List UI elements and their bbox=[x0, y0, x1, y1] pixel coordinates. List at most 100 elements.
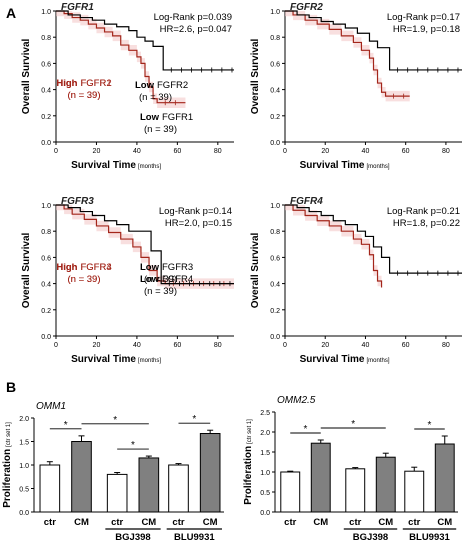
low-n: (n = 39) bbox=[144, 124, 177, 135]
y-tick-label: 0.2 bbox=[41, 114, 51, 121]
low-group-label: Low FGFR3 bbox=[140, 262, 193, 273]
y-axis-title: Overall Survival bbox=[21, 232, 32, 308]
low-gene: FGFR3 bbox=[162, 262, 193, 273]
low-n: (n = 39) bbox=[144, 286, 177, 297]
y-axis-title-main: Proliferation bbox=[2, 449, 13, 508]
low-word: Low bbox=[135, 80, 155, 91]
y-tick-label: 1.0 bbox=[260, 470, 270, 477]
high-group-label: High FGFR4 bbox=[56, 262, 111, 273]
bar bbox=[434, 443, 455, 513]
y-tick-label: 0.2 bbox=[41, 308, 51, 315]
x-axis-title-unit: [months] bbox=[366, 164, 389, 170]
stat-line: HR=2.0, p=0.15 bbox=[165, 218, 232, 229]
km-plot-3: FGFR3 0.0 0.2 0.4 0.6 0.8 1.0 0 20 40 60 80 Overall … bbox=[21, 196, 234, 365]
bar bbox=[404, 470, 425, 513]
plot-title: OMM1 bbox=[36, 401, 66, 412]
bar-plot-1: OMM1 0.0 0.5 1.0 1.5 2.0 Proliferation [ctr set… bbox=[2, 401, 224, 543]
y-tick-label: 0.8 bbox=[270, 229, 280, 236]
y-tick-label: 2.0 bbox=[19, 416, 29, 423]
y-axis-title-unit: [ctr set 1] bbox=[6, 422, 12, 447]
bar bbox=[138, 457, 160, 513]
y-axis-title: Proliferation [ctr set 1] bbox=[243, 419, 254, 505]
high-group-label: High FGFR3 bbox=[56, 262, 111, 273]
high-confidence-band bbox=[285, 11, 410, 102]
bar bbox=[168, 464, 189, 513]
y-tick-label: 0.6 bbox=[270, 61, 280, 68]
x-category-label: ctr bbox=[349, 517, 361, 528]
x-category-label: CM bbox=[203, 517, 218, 528]
km-plot-4: FGFR4 0.0 0.2 0.4 0.6 0.8 1.0 0 20 40 60 80 Overall … bbox=[56, 196, 462, 365]
low-group-label: Low FGFR4 bbox=[140, 274, 193, 285]
low-survival-curve bbox=[285, 204, 462, 274]
group-label: BGJ398 bbox=[115, 532, 150, 543]
y-tick-label: 2.0 bbox=[260, 430, 270, 437]
y-tick-label: 0.0 bbox=[41, 140, 51, 147]
x-tick-label: 0 bbox=[54, 342, 58, 349]
stat-line: HR=1.8, p=0.22 bbox=[393, 218, 460, 229]
low-word: Low bbox=[140, 262, 160, 273]
high-survival-curve bbox=[56, 204, 234, 285]
y-tick-label: 0.0 bbox=[41, 334, 51, 341]
low-word: Low bbox=[140, 112, 160, 123]
bar bbox=[71, 441, 92, 513]
x-tick-label: 80 bbox=[442, 342, 450, 349]
significance-star: * bbox=[131, 440, 135, 451]
y-tick-label: 1.0 bbox=[270, 203, 280, 210]
x-tick-label: 40 bbox=[362, 342, 370, 349]
y-tick-label: 0.6 bbox=[270, 255, 280, 262]
low-survival-curve bbox=[285, 10, 462, 71]
x-category-label: CM bbox=[313, 517, 328, 528]
y-tick-label: 0.4 bbox=[270, 88, 280, 95]
y-tick-label: 1.0 bbox=[41, 203, 51, 210]
y-tick-label: 0.0 bbox=[270, 140, 280, 147]
y-tick-label: 0.5 bbox=[260, 490, 270, 497]
x-axis-title: Survival Time [months] bbox=[71, 354, 161, 365]
x-category-label: ctr bbox=[111, 517, 123, 528]
plot-title: OMM2.5 bbox=[277, 395, 316, 406]
x-tick-label: 0 bbox=[54, 148, 58, 155]
y-tick-label: 2.5 bbox=[260, 410, 270, 417]
high-gene: FGFR4 bbox=[80, 262, 111, 273]
x-tick-label: 80 bbox=[214, 342, 222, 349]
y-tick-label: 1.5 bbox=[260, 450, 270, 457]
x-axis-title-main: Survival Time bbox=[71, 160, 136, 171]
low-survival-curve bbox=[56, 10, 234, 71]
y-tick-label: 0.4 bbox=[270, 282, 280, 289]
y-tick-label: 0.6 bbox=[41, 61, 51, 68]
x-tick-label: 0 bbox=[283, 342, 287, 349]
significance-star: * bbox=[428, 420, 432, 431]
low-gene: FGFR2 bbox=[157, 80, 188, 91]
y-tick-label: 0.2 bbox=[270, 308, 280, 315]
low-group-label: Low FGFR1 bbox=[140, 112, 193, 123]
high-survival-curve bbox=[285, 10, 410, 97]
bar bbox=[310, 442, 331, 513]
panel-label-b: B bbox=[6, 379, 16, 395]
x-tick-label: 40 bbox=[362, 148, 370, 155]
plot-title: FGFR4 bbox=[290, 196, 323, 207]
x-axis-title-unit: [months] bbox=[138, 358, 161, 364]
bar bbox=[199, 433, 221, 513]
high-word: High bbox=[56, 78, 77, 89]
y-tick-label: 0.8 bbox=[41, 229, 51, 236]
group-label: BLU9931 bbox=[409, 532, 450, 543]
charts-layer: FGFR1 0.0 0.2 0.4 0.6 0.8 1.0 0 20 40 60 80 Overall … bbox=[2, 2, 462, 543]
y-tick-label: 0.8 bbox=[41, 35, 51, 42]
high-word: High bbox=[56, 262, 77, 273]
x-category-label: ctr bbox=[284, 517, 296, 528]
y-tick-label: 0.2 bbox=[270, 114, 280, 121]
bar bbox=[375, 456, 396, 513]
x-category-label: CM bbox=[141, 517, 156, 528]
x-axis-title-unit: [months] bbox=[138, 164, 161, 170]
x-axis-title-main: Survival Time bbox=[300, 160, 365, 171]
bar bbox=[280, 471, 301, 513]
x-tick-label: 20 bbox=[93, 148, 101, 155]
y-tick-label: 1.0 bbox=[270, 9, 280, 16]
x-category-label: CM bbox=[378, 517, 393, 528]
x-tick-label: 80 bbox=[442, 148, 450, 155]
y-tick-label: 1.5 bbox=[19, 440, 29, 447]
x-tick-label: 40 bbox=[133, 148, 141, 155]
y-tick-label: 0.5 bbox=[19, 487, 29, 494]
low-n: (n = 39) bbox=[139, 92, 172, 103]
x-axis-title-unit: [months] bbox=[366, 358, 389, 364]
